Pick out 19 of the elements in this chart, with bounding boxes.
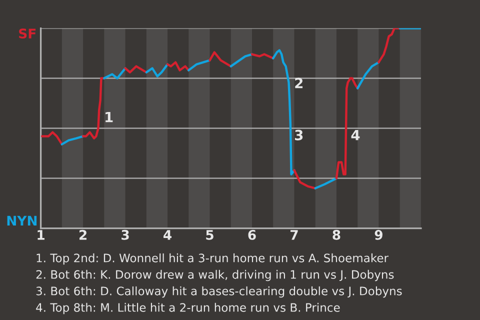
x-tick-label: 9 [374,230,382,240]
text: 4. Top 8th: M. Little hit a 2-run home run vs B. Prince [36,302,340,314]
x-tick-label: 3 [122,230,129,240]
annotation: 2 [295,78,303,88]
text: 3. Bot 6th: D. Calloway hit a bases-clearing double vs J. Dobyns [36,286,402,298]
x-tick-label: 5 [206,230,214,240]
x-tick-label: 2 [79,230,86,240]
annotation: SF [19,28,36,38]
text: 2. Bot 6th: K. Dorow drew a walk, driving in 1 run vs J. Dobyns [36,270,394,282]
x-tick-label: 1 [38,230,44,240]
x-tick-label: 8 [332,230,340,240]
x-tick-label: 6 [248,230,256,240]
y-axis-title: NYN [7,216,37,226]
annotation: 4 [351,130,360,140]
annotation: 3 [294,130,303,140]
annotation: 1 [106,112,113,122]
x-tick-label: 4 [164,230,172,240]
text: 1. Top 2nd: D. Wonnell hit a 3-run home run vs A. Shoemaker [36,253,389,265]
x-tick-label: 7 [290,230,298,240]
